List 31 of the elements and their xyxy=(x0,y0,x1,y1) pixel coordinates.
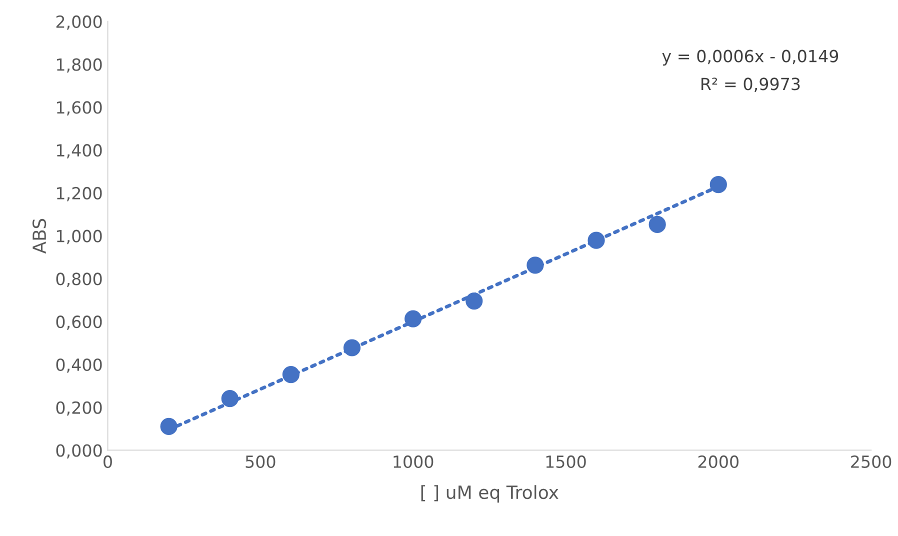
point xyxy=(404,310,422,328)
x-tick-label: 2500 xyxy=(851,455,892,468)
point xyxy=(526,256,544,274)
y-tick-label: 1,000 xyxy=(57,230,102,244)
point xyxy=(648,216,666,234)
annotation: y = 0,0006x - 0,0149 xyxy=(662,50,838,66)
y-tick-label: 0,600 xyxy=(56,316,102,330)
point xyxy=(710,176,727,194)
y-tick-label: 1,200 xyxy=(57,186,102,202)
x-tick-label: 2000 xyxy=(698,455,738,468)
y-tick-label: 0,800 xyxy=(56,272,102,287)
point xyxy=(160,418,178,435)
point xyxy=(221,390,238,408)
y-axis-title: ABS xyxy=(32,218,46,254)
y-tick-label: 0,000 xyxy=(56,444,102,459)
x-tick-label: 1000 xyxy=(394,455,434,468)
y-tick-label: 0,400 xyxy=(56,358,102,373)
annotation: R² = 0,9973 xyxy=(702,78,800,92)
y-tick-label: 1,800 xyxy=(57,58,102,73)
point xyxy=(466,292,483,310)
x-tick-label: 1500 xyxy=(546,455,586,468)
y-tick-label: 2,000 xyxy=(56,15,102,30)
y-tick-label: 0,200 xyxy=(56,401,102,416)
point xyxy=(343,339,361,356)
y-tick-label: 1,600 xyxy=(57,101,102,116)
x-tick-label: 500 xyxy=(246,455,276,468)
x-tick-label: 0 xyxy=(104,455,112,468)
x-axis-title: [ ] uM eq Trolox xyxy=(421,485,558,503)
point xyxy=(282,366,300,384)
y-tick-label: 1,400 xyxy=(57,144,102,158)
point xyxy=(588,232,605,249)
